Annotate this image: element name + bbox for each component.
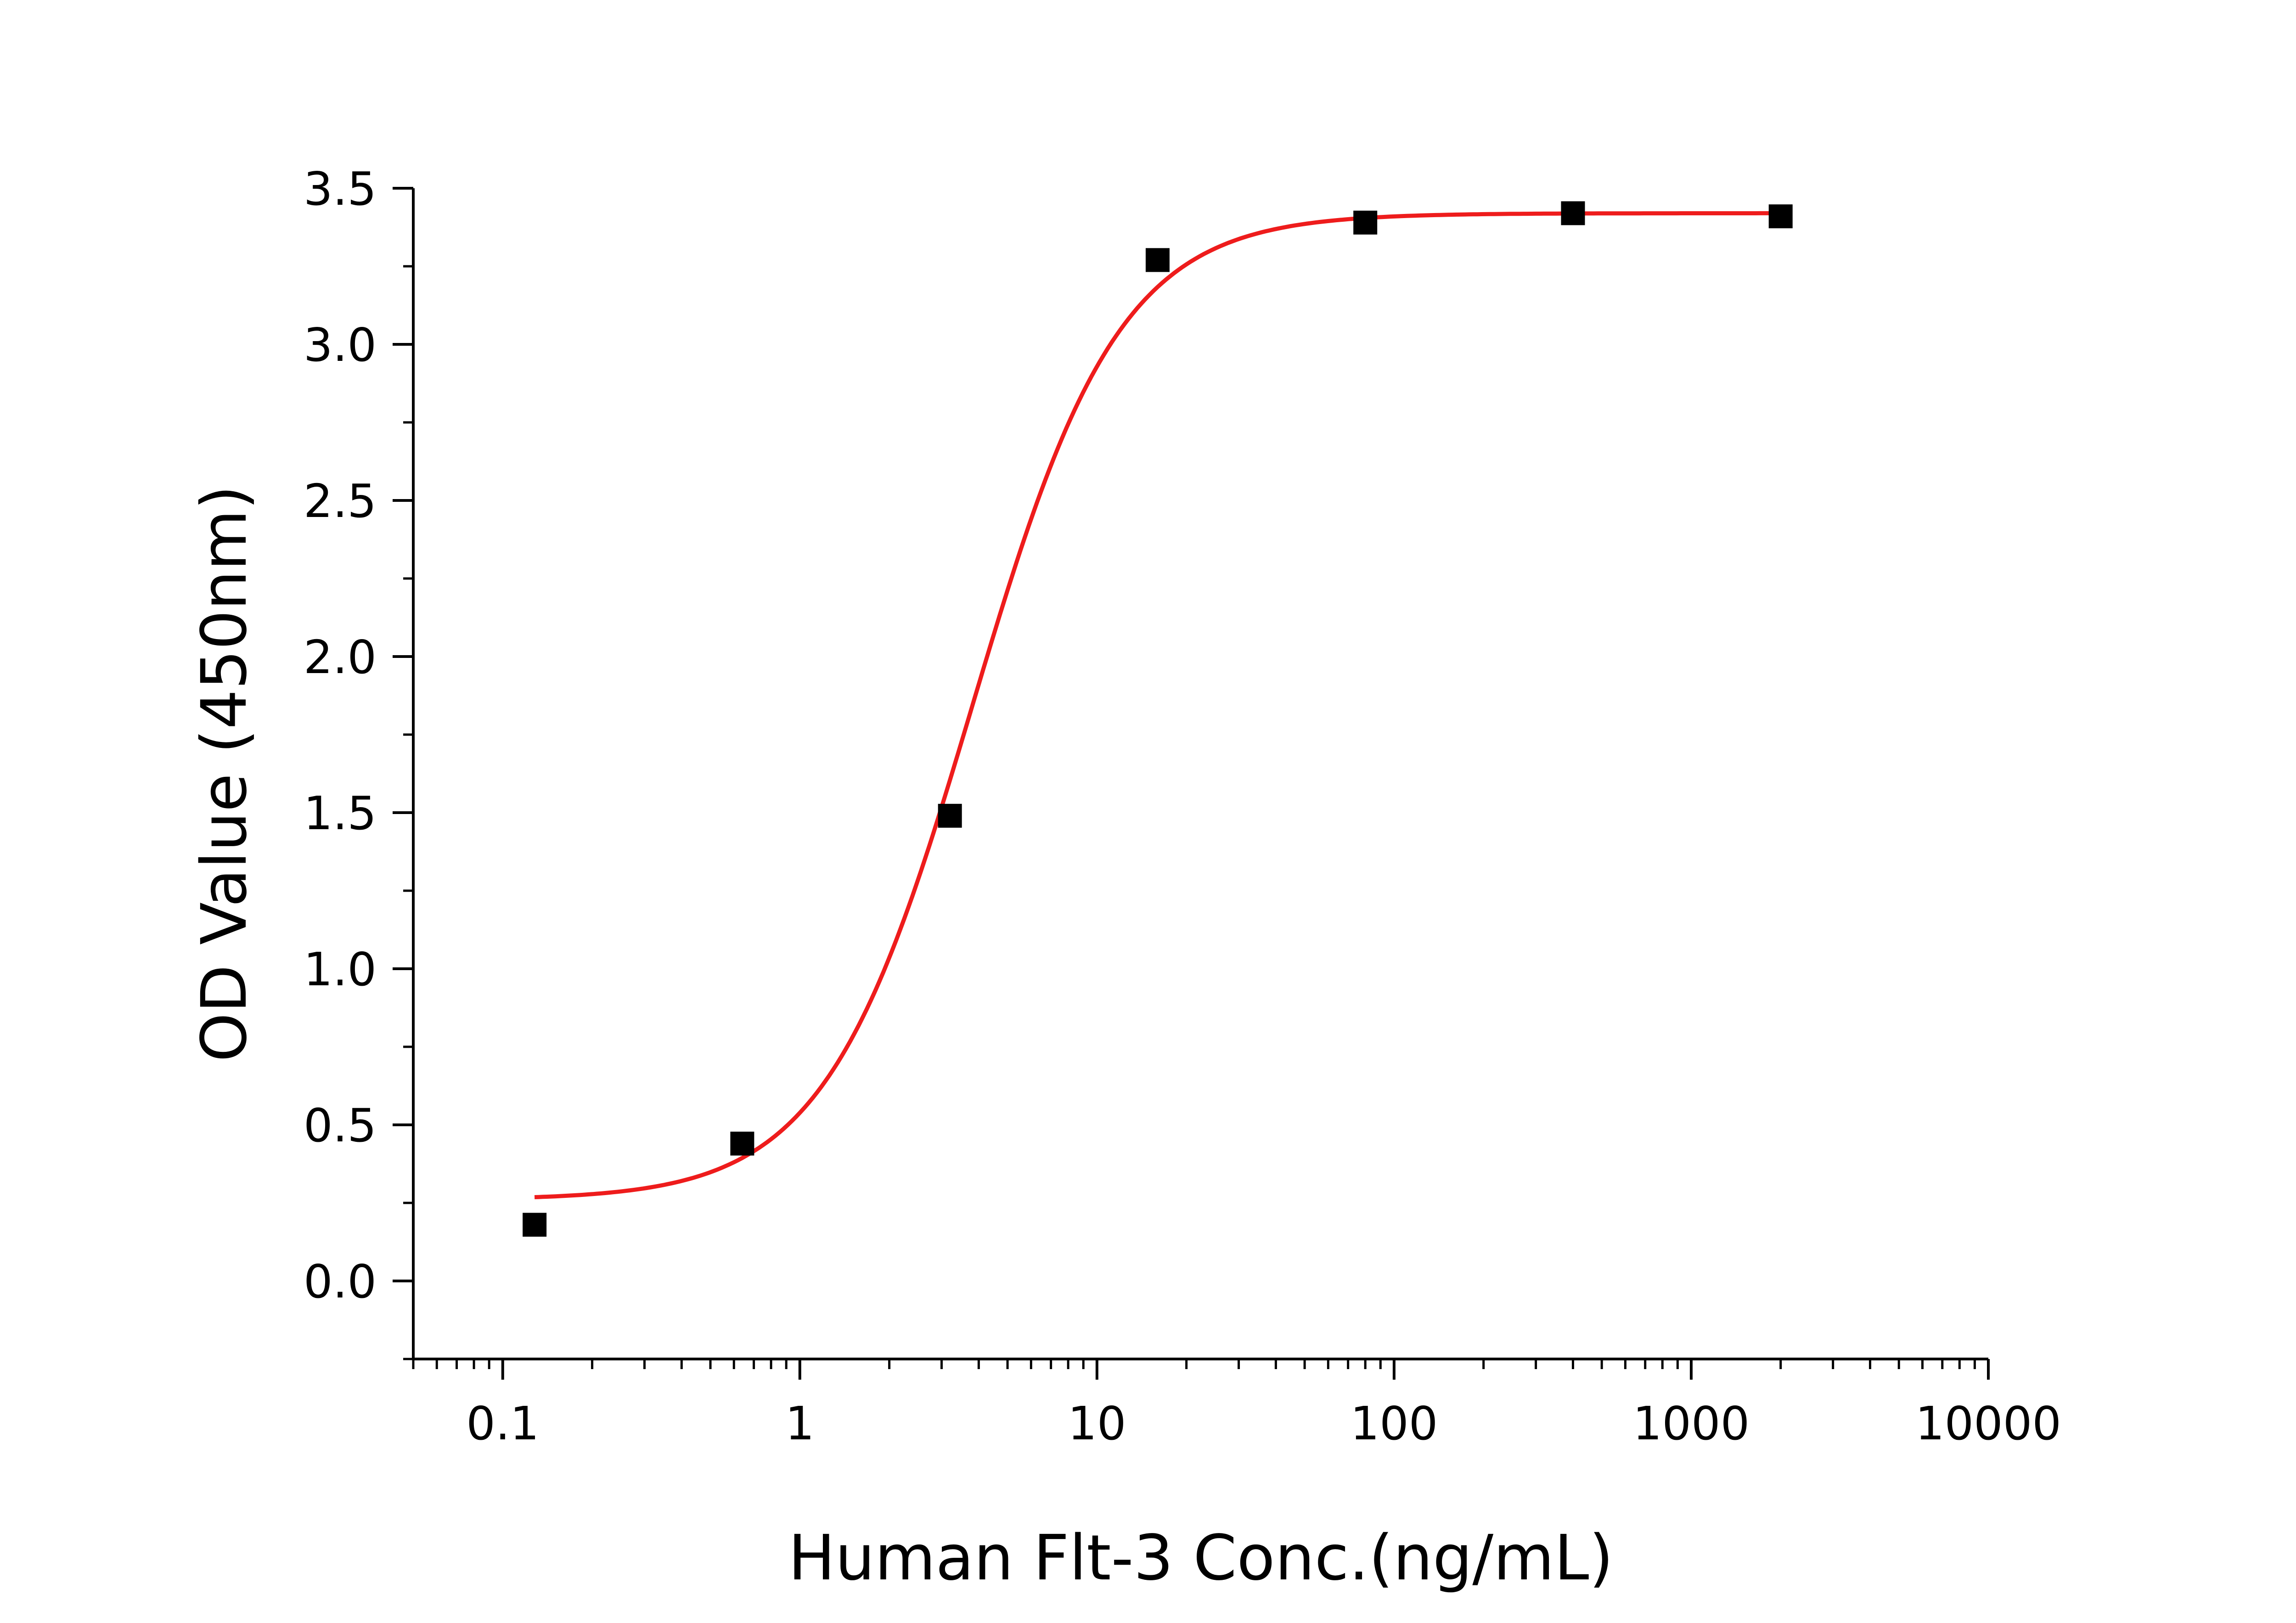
x-tick-label: 100 (1350, 1397, 1438, 1450)
y-tick-label: 0.5 (304, 1099, 377, 1152)
data-point (523, 1213, 547, 1237)
y-tick-label: 1.5 (304, 786, 377, 840)
y-axis-label: OD Value (450nm) (188, 485, 261, 1062)
x-axis-ticks: 0.1 1 10 100 1000 10000 (412, 1359, 2061, 1450)
y-axis-ticks: 0.0 0.5 1.0 1.5 2.0 2.5 3.0 3.5 (304, 162, 413, 1360)
data-point (1145, 248, 1170, 272)
axes (412, 188, 1988, 1360)
x-axis-label: Human Flt-3 Conc.(ng/mL) (788, 1522, 1614, 1595)
x-tick-label: 1 (785, 1397, 815, 1450)
x-tick-label: 0.1 (466, 1397, 539, 1450)
data-point (1561, 201, 1585, 225)
y-tick-label: 1.0 (304, 943, 377, 996)
fit-curve-group (534, 211, 1781, 1199)
y-tick-label: 3.5 (304, 162, 377, 216)
x-tick-label: 10000 (1915, 1397, 2061, 1450)
data-points (523, 201, 1793, 1237)
data-point (1353, 210, 1378, 235)
data-point (730, 1131, 754, 1156)
data-point (938, 803, 962, 828)
y-tick-label: 2.5 (304, 474, 377, 528)
y-tick-label: 2.0 (304, 630, 377, 684)
y-tick-label: 3.0 (304, 318, 377, 372)
data-point (1768, 204, 1793, 229)
x-tick-label: 10 (1068, 1397, 1126, 1450)
x-tick-label: 1000 (1633, 1397, 1750, 1450)
y-tick-label: 0.0 (304, 1255, 377, 1309)
fit-curve (534, 211, 1781, 1199)
